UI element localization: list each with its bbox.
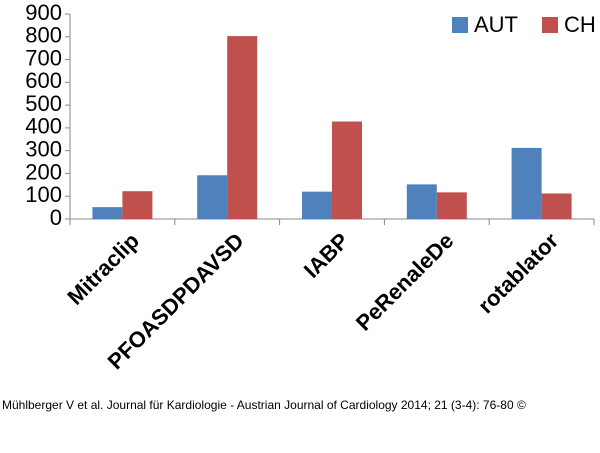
y-tick-label: 600: [25, 68, 62, 93]
y-tick-label: 400: [25, 114, 62, 139]
x-tick-label: PeRenaleDe: [351, 228, 459, 336]
bar: [302, 191, 332, 219]
y-tick-label: 100: [25, 182, 62, 207]
legend-swatch: [542, 17, 558, 33]
y-tick-label: 700: [25, 45, 62, 70]
bar: [511, 147, 542, 219]
bar: [92, 207, 123, 219]
legend-label: AUT: [474, 12, 518, 37]
bar: [406, 184, 437, 219]
y-tick-label: 300: [25, 136, 62, 161]
x-tick-label: IABP: [299, 228, 354, 283]
caption: Mühlberger V et al. Journal für Kardiolo…: [2, 398, 526, 412]
y-tick-label: 200: [25, 159, 62, 184]
bar: [436, 192, 467, 219]
y-tick-label: 900: [25, 0, 62, 25]
bar: [197, 175, 228, 219]
bar: [332, 121, 362, 219]
y-tick-label: 800: [25, 23, 62, 48]
bar: [541, 193, 572, 219]
bar: [122, 191, 153, 219]
legend-swatch: [452, 17, 468, 33]
x-tick-label: rotablator: [473, 228, 564, 319]
x-tick-label: Mitraclip: [62, 228, 144, 310]
bar: [227, 36, 258, 219]
y-tick-label: 0: [50, 205, 62, 230]
y-tick-label: 500: [25, 91, 62, 116]
legend-label: CH: [564, 12, 596, 37]
